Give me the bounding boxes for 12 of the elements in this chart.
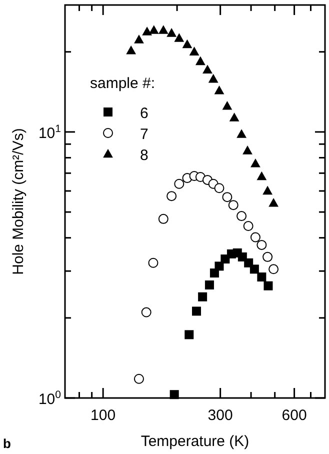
legend-label: 6 [140, 105, 148, 122]
x-tick-label: 300 [208, 407, 233, 424]
x-axis-title: Temperature (K) [140, 433, 250, 450]
y-axis-title: Hole Mobility (cm²/Vs) [10, 128, 27, 275]
x-tick-label: 600 [282, 407, 307, 424]
y-tick-label: 10$^{1}$ [38, 122, 62, 142]
text: b [3, 436, 11, 451]
y-tick-label: 10$^{0}$ [38, 389, 62, 408]
legend-label: 8 [140, 147, 148, 164]
x-tick-label: 100 [90, 407, 116, 424]
legend-label: 7 [140, 126, 148, 143]
legend-title: sample #: [90, 75, 156, 92]
